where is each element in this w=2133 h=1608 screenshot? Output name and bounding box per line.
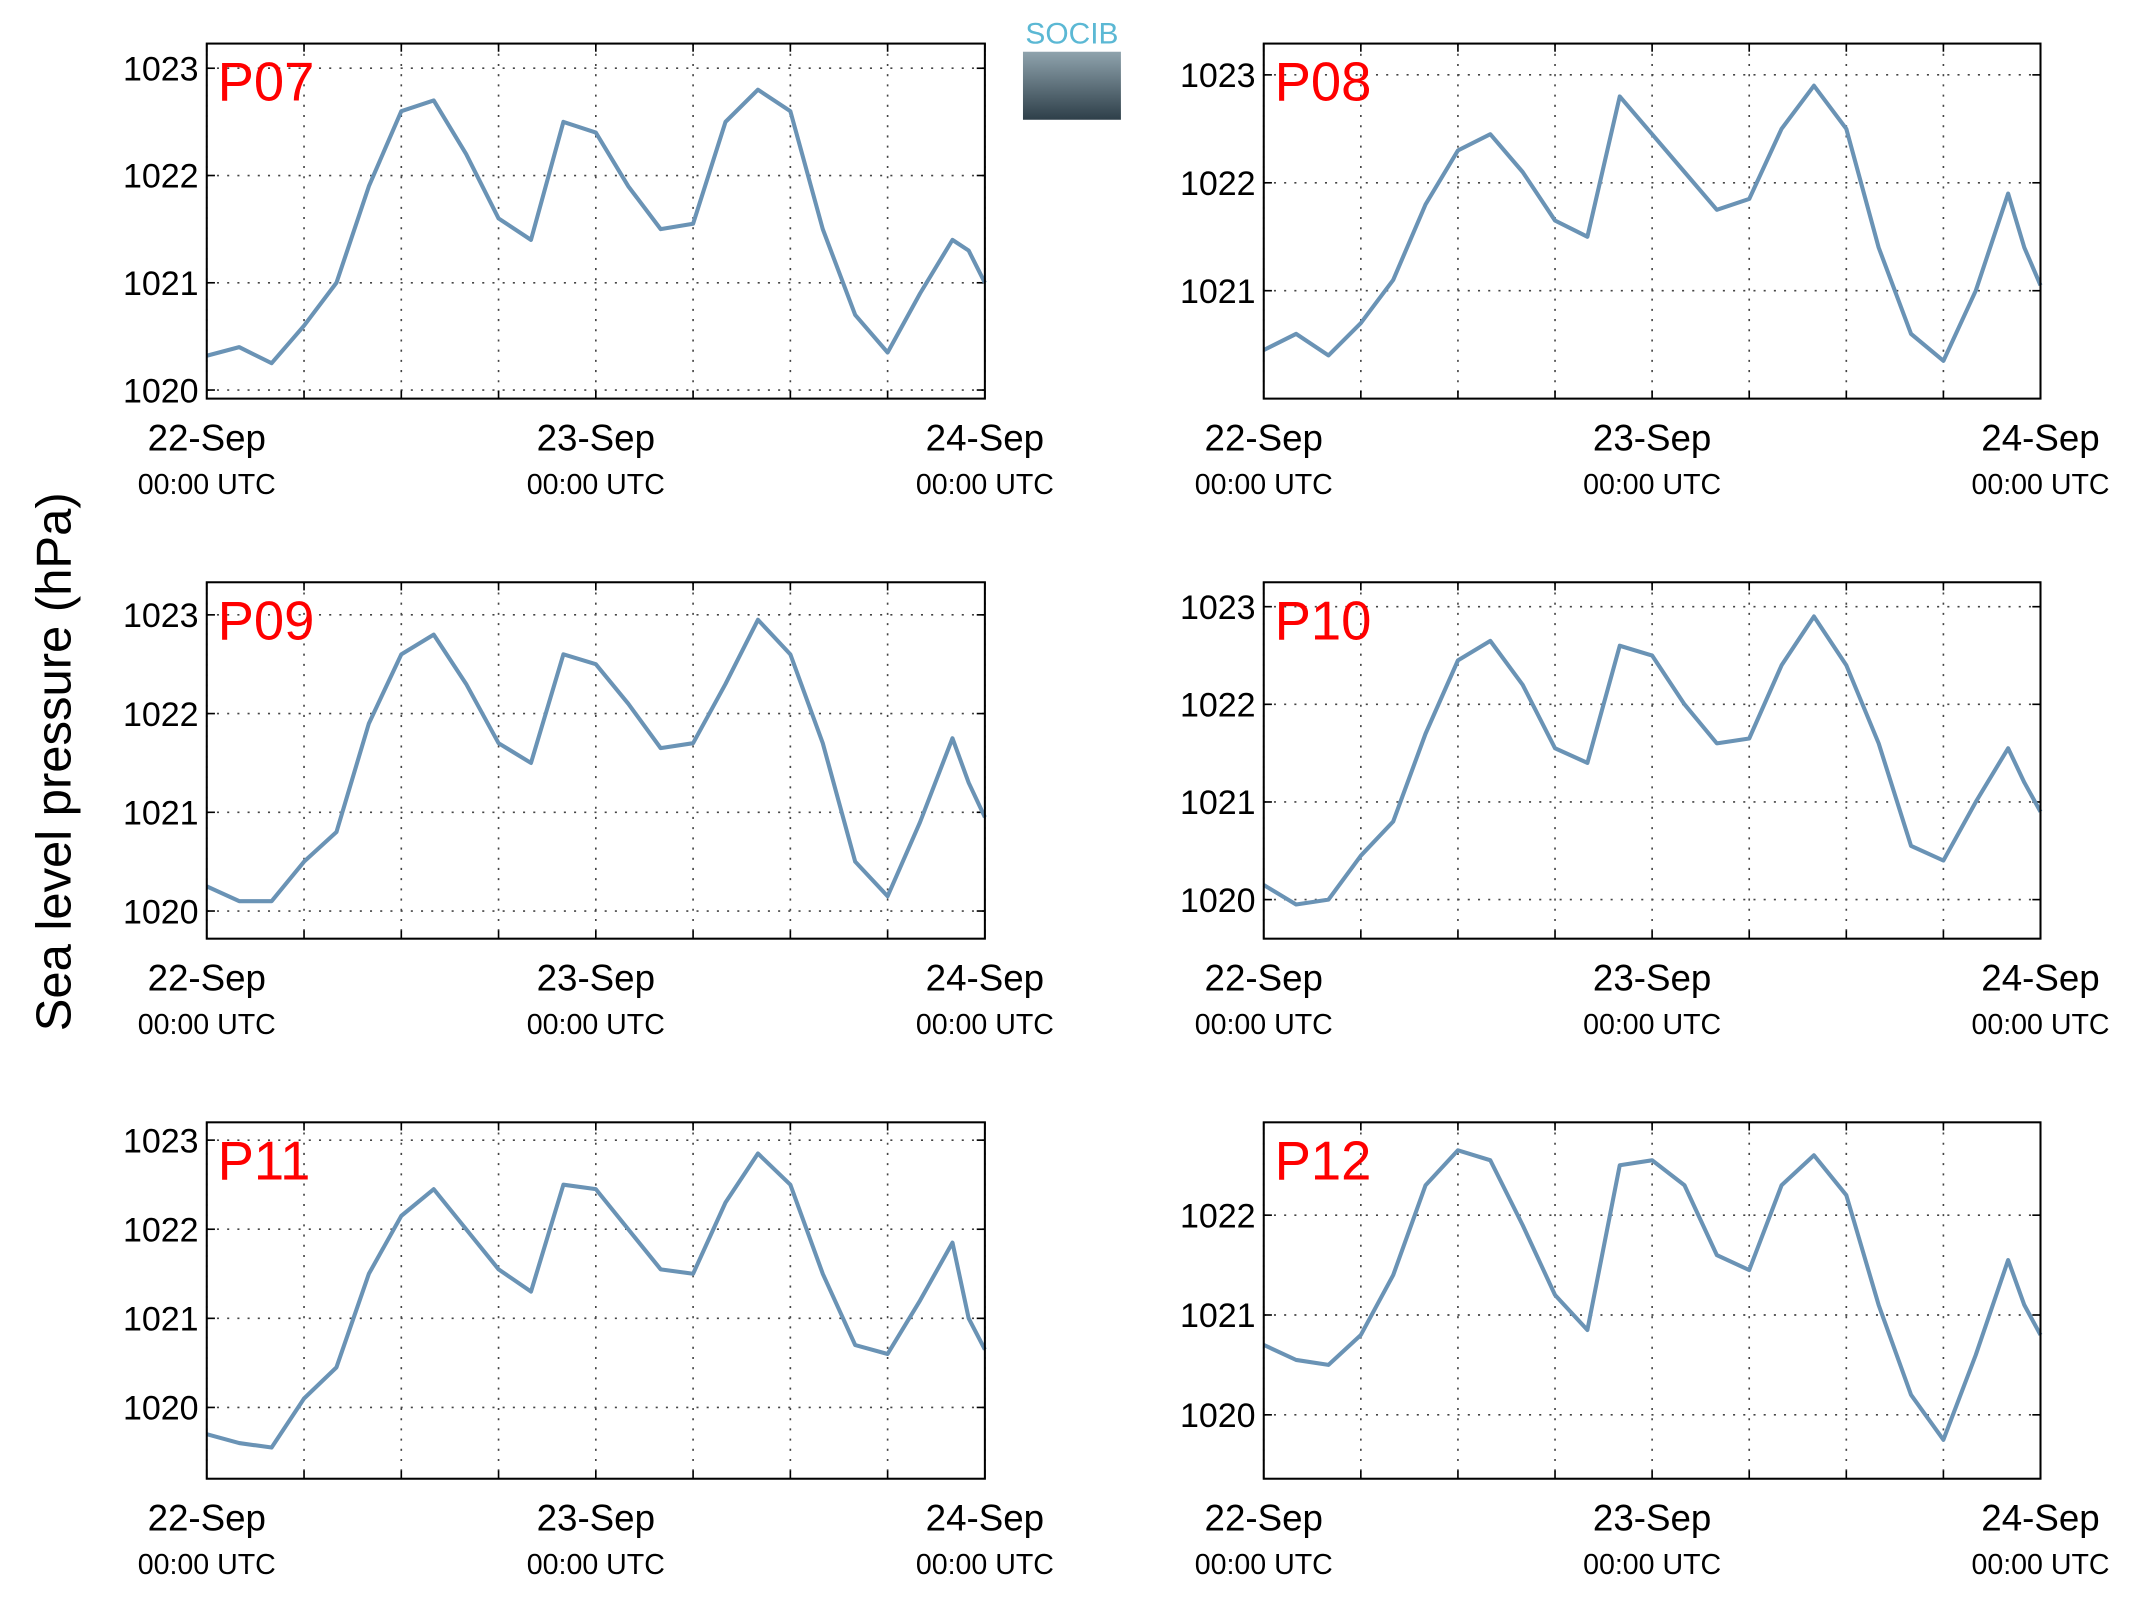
x-tick-label: 22-Sep: [148, 957, 266, 998]
y-tick-label: 1020: [1180, 1397, 1256, 1435]
y-tick-label: 1021: [1180, 784, 1256, 822]
x-tick-label: 23-Sep: [1593, 417, 1711, 458]
x-tick-label: 22-Sep: [148, 1497, 266, 1538]
x-tick-label: 22-Sep: [1205, 1497, 1323, 1538]
plot-area: [206, 582, 985, 939]
y-tick-label: 1023: [123, 1122, 199, 1160]
x-tick-label: 24-Sep: [1981, 957, 2099, 998]
x-tick-sublabel: 00:00 UTC: [527, 1009, 665, 1041]
y-axis-label: Sea level pressure (hPa): [28, 492, 82, 1031]
x-tick-label: 23-Sep: [537, 1497, 655, 1538]
x-tick-sublabel: 00:00 UTC: [1583, 1549, 1721, 1581]
axes-frame: [205, 42, 986, 400]
data-line: [1262, 614, 2043, 907]
y-tick-label: 1023: [1180, 589, 1256, 627]
x-tick-sublabel: 00:00 UTC: [1195, 1549, 1333, 1581]
y-tick-label: 1023: [1180, 57, 1256, 95]
axes-frame: [1262, 581, 2042, 940]
x-tick-sublabel: 00:00 UTC: [527, 1549, 665, 1581]
panel-title: P09: [218, 590, 315, 651]
axes-frame: [1262, 42, 2042, 400]
x-tick-label: 22-Sep: [1205, 957, 1323, 998]
logo-text: SOCIB: [1025, 18, 1118, 51]
x-tick-sublabel: 00:00 UTC: [527, 469, 665, 501]
x-tick-sublabel: 00:00 UTC: [1195, 469, 1333, 501]
x-tick-label: 23-Sep: [1593, 957, 1711, 998]
x-tick-sublabel: 00:00 UTC: [1583, 1009, 1721, 1041]
plot-area: [1263, 582, 2041, 939]
y-tick-label: 1022: [1180, 165, 1256, 203]
y-tick-label: 1022: [123, 158, 199, 196]
y-tick-label: 1023: [123, 50, 199, 88]
x-tick-label: 23-Sep: [537, 957, 655, 998]
y-tick-label: 1021: [123, 795, 199, 833]
data-line: [205, 617, 987, 904]
x-tick-sublabel: 00:00 UTC: [1583, 469, 1721, 501]
data-line: [206, 87, 987, 366]
x-tick-sublabel: 00:00 UTC: [1971, 469, 2109, 501]
x-tick-sublabel: 00:00 UTC: [138, 469, 276, 501]
x-tick-sublabel: 00:00 UTC: [916, 469, 1054, 501]
x-tick-label: 24-Sep: [1981, 417, 2099, 458]
x-tick-label: 23-Sep: [537, 417, 655, 458]
x-tick-sublabel: 00:00 UTC: [916, 1009, 1054, 1041]
x-tick-label: 24-Sep: [926, 1497, 1044, 1538]
panel-title: P10: [1275, 590, 1372, 651]
x-tick-sublabel: 00:00 UTC: [138, 1549, 276, 1581]
plot-area: [206, 43, 985, 399]
panel-title: P07: [218, 52, 315, 113]
panel-title: P11: [218, 1130, 311, 1191]
x-tick-label: 24-Sep: [926, 957, 1044, 998]
y-tick-label: 1020: [123, 372, 199, 410]
y-tick-label: 1023: [123, 597, 199, 635]
logo: SOCIB: [1022, 18, 1121, 120]
y-tick-label: 1020: [123, 893, 199, 931]
x-tick-sublabel: 00:00 UTC: [1195, 1009, 1333, 1041]
axes-frame: [205, 581, 986, 940]
x-tick-sublabel: 00:00 UTC: [1971, 1549, 2109, 1581]
panel-title: P08: [1275, 52, 1372, 113]
data-line: [1262, 1148, 2043, 1442]
logo-box: [1022, 51, 1121, 120]
axes-frame: [1262, 1121, 2042, 1480]
y-tick-label: 1022: [123, 1211, 199, 1249]
y-tick-label: 1021: [1180, 273, 1256, 311]
plot-area: [206, 1122, 985, 1479]
y-tick-label: 1020: [123, 1390, 199, 1428]
data-line: [206, 1151, 987, 1450]
axes-frame: [205, 1121, 986, 1480]
y-tick-label: 1022: [1180, 1197, 1256, 1235]
x-tick-sublabel: 00:00 UTC: [138, 1009, 276, 1041]
data-line: [1262, 83, 2043, 363]
y-tick-label: 1021: [123, 265, 199, 303]
y-tick-label: 1020: [1180, 882, 1256, 920]
x-tick-sublabel: 00:00 UTC: [916, 1549, 1054, 1581]
y-tick-label: 1022: [1180, 687, 1256, 725]
panel-title: P12: [1275, 1130, 1372, 1191]
x-tick-label: 22-Sep: [1205, 417, 1323, 458]
y-tick-label: 1021: [123, 1301, 199, 1339]
y-tick-label: 1022: [123, 696, 199, 734]
y-tick-label: 1021: [1180, 1297, 1256, 1335]
x-tick-label: 24-Sep: [1981, 1497, 2099, 1538]
x-tick-label: 22-Sep: [148, 417, 266, 458]
x-tick-label: 23-Sep: [1593, 1497, 1711, 1538]
x-tick-label: 24-Sep: [926, 417, 1044, 458]
x-tick-sublabel: 00:00 UTC: [1971, 1009, 2109, 1041]
